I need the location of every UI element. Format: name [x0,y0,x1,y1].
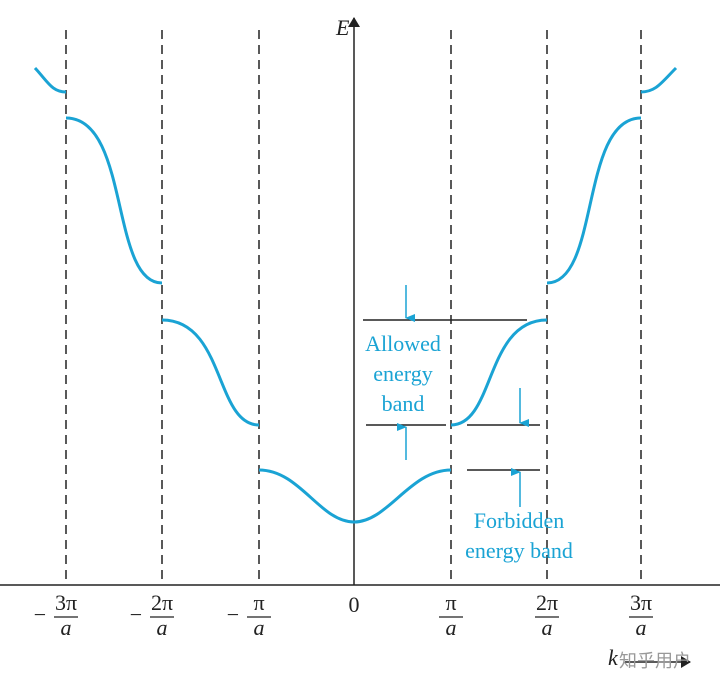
forbidden-label: energy band [465,538,573,563]
k-label: k [608,645,619,670]
gap-arrows [397,285,529,507]
tick-numerator: π [253,590,264,615]
tick-numerator: 3π [55,590,77,615]
tick-sign: − [34,602,46,627]
tick-label: 0 [349,592,360,617]
forbidden-label: Forbidden [474,508,564,533]
tick-numerator: 2π [536,590,558,615]
tick-denominator: a [61,615,72,640]
tick-numerator: 3π [630,590,652,615]
zone-boundaries [65,30,642,585]
tick-sign: − [227,602,239,627]
annotations: Allowed energy band Forbidden energy band [365,331,573,563]
tick-numerator: π [445,590,456,615]
e-label: E [335,15,350,40]
tick-denominator: a [157,615,168,640]
energy-curves [33,66,678,524]
watermark: 知乎用户 [619,651,691,672]
allowed-label: energy [373,361,432,386]
allowed-label: band [382,391,425,416]
allowed-label: Allowed [365,331,441,356]
tick-denominator: a [446,615,457,640]
tick-denominator: a [542,615,553,640]
tick-sign: − [130,602,142,627]
tick-denominator: a [254,615,265,640]
tick-denominator: a [636,615,647,640]
tick-numerator: 2π [151,590,173,615]
